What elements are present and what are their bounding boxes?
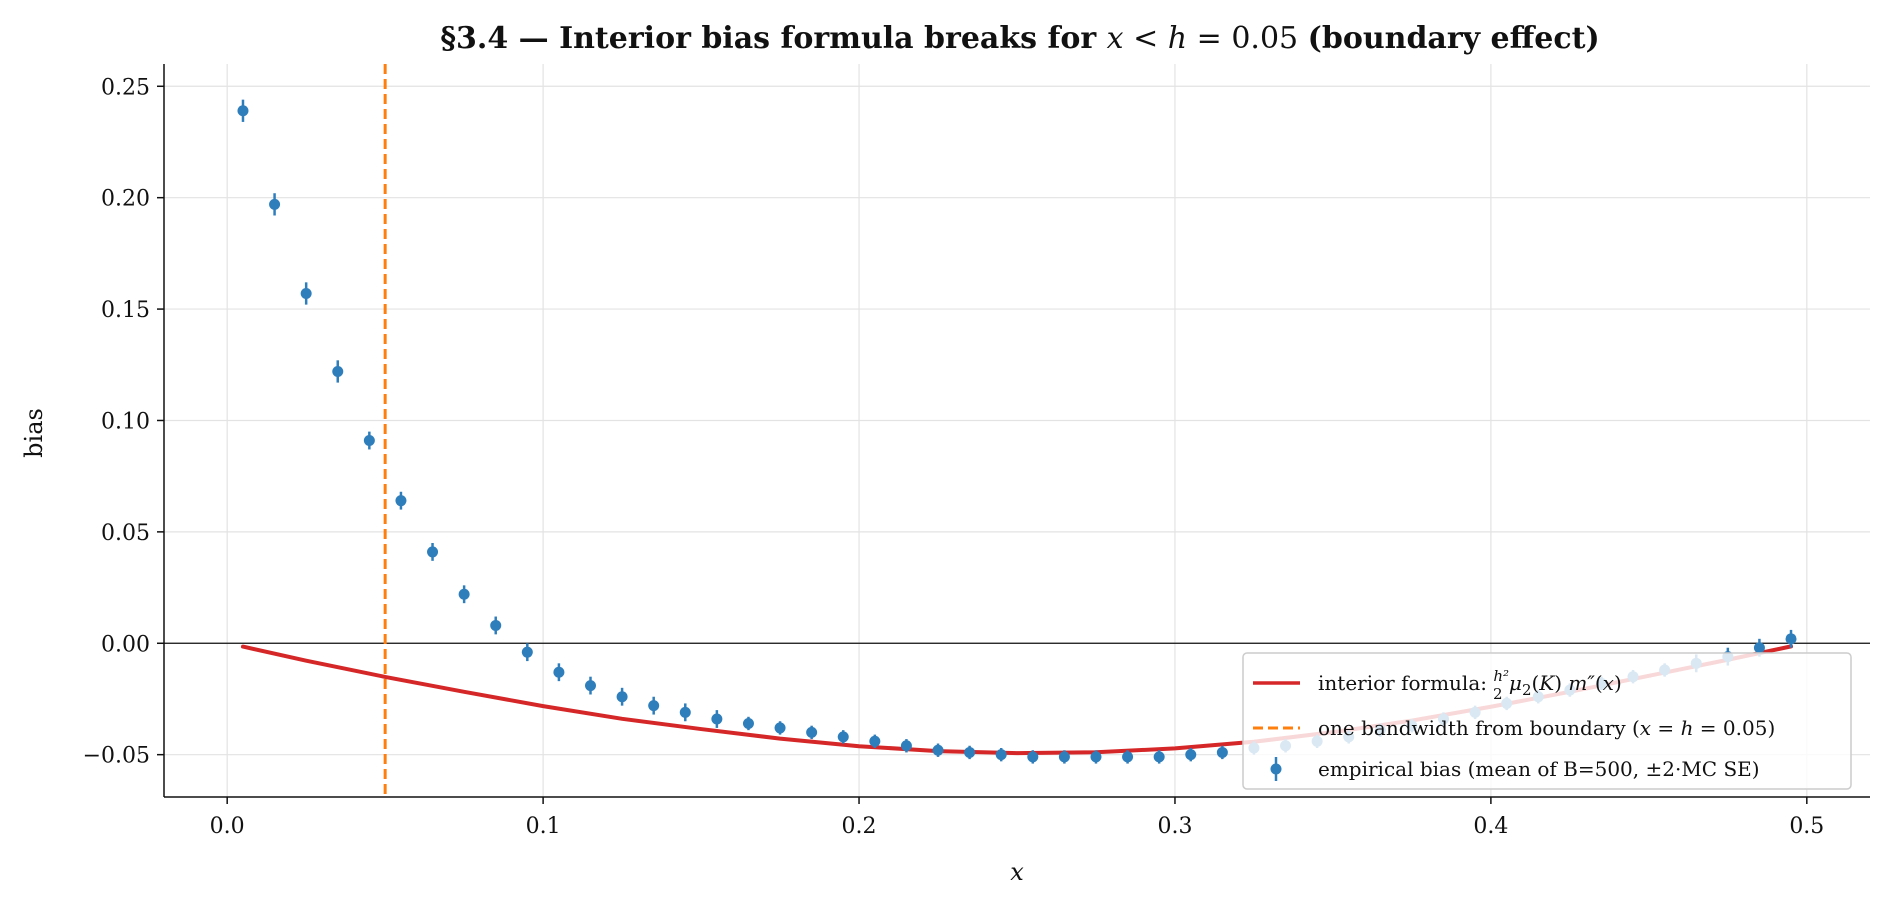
empirical-point-15	[711, 713, 723, 725]
legend-formula-rest: (	[1531, 671, 1539, 695]
empirical-point-25	[1027, 751, 1039, 763]
y-tick-label-6: 0.25	[101, 75, 150, 100]
empirical-point-8	[490, 619, 502, 631]
x-tick-label-4: 0.4	[1473, 814, 1508, 839]
empirical-point-28	[1122, 751, 1134, 763]
x-tick-label-1: 0.1	[526, 814, 561, 839]
chart-title-math: x	[1107, 21, 1124, 56]
y-tick-label-3: 0.10	[101, 409, 150, 434]
axes	[163, 64, 1870, 798]
grid-lines	[164, 64, 1870, 797]
chart-title-math-rest: <	[1124, 21, 1168, 56]
empirical-point-11	[585, 680, 596, 692]
empirical-point-30	[1185, 749, 1197, 761]
legend-box	[1242, 652, 1852, 790]
x-tick-label-0: 0.0	[210, 814, 245, 839]
empirical-point-4	[363, 435, 375, 447]
empirical-point-23	[964, 746, 976, 758]
empirical-point-7	[458, 588, 470, 600]
legend: interior formula: h² 2 μ2(K) m″(x) one ba…	[1242, 652, 1852, 790]
empirical-point-2	[300, 287, 312, 299]
empirical-point-48	[1753, 642, 1765, 654]
y-tick-label-1: 0.00	[101, 632, 150, 657]
legend-empirical-label: empirical bias (mean of B=500, ±2·MC SE)	[1318, 757, 1760, 781]
x-tick-label-5: 0.5	[1789, 814, 1824, 839]
empirical-point-17	[774, 722, 786, 734]
chart-title-math-value: = 0.05	[1187, 21, 1308, 56]
empirical-point-19	[837, 731, 849, 743]
x-tick-label-2: 0.2	[842, 814, 877, 839]
chart-title-part-1: §3.4 — Interior bias formula breaks for	[440, 21, 1106, 56]
empirical-point-24	[995, 749, 1007, 761]
chart-title: §3.4 — Interior bias formula breaks for …	[440, 21, 1599, 56]
legend-formula-rest-2: )	[1554, 671, 1568, 695]
empirical-point-10	[553, 666, 565, 678]
empirical-point-27	[1090, 751, 1102, 763]
chart-title-part-2: (boundary effect)	[1308, 21, 1600, 56]
y-tick-label-0: −0.05	[83, 744, 150, 769]
legend-bandwidth-eq: =	[1651, 716, 1680, 740]
empirical-point-21	[900, 740, 912, 752]
empirical-point-9	[521, 646, 533, 658]
empirical-point-5	[395, 495, 407, 507]
y-tick-label-2: 0.05	[101, 521, 150, 546]
legend-bandwidth-x: x	[1640, 716, 1651, 740]
empirical-point-6	[427, 546, 439, 558]
empirical-point-13	[648, 700, 660, 712]
legend-bandwidth-label-prefix: one bandwidth from boundary (	[1318, 716, 1640, 740]
legend-formula-label: interior formula: h² 2 μ2(K) m″(x)	[1318, 667, 1622, 703]
empirical-point-29	[1153, 751, 1165, 763]
empirical-point-49	[1785, 633, 1797, 645]
legend-formula-mu: μ	[1503, 671, 1522, 695]
x-axis-label: x	[1010, 858, 1024, 886]
legend-formula-mu-sub: 2	[1522, 681, 1532, 699]
x-tick-label-3: 0.3	[1157, 814, 1192, 839]
legend-formula-frac-den: 2	[1493, 685, 1503, 703]
legend-bandwidth-val: = 0.05)	[1693, 716, 1775, 740]
legend-formula-x: x	[1603, 671, 1614, 695]
empirical-point-18	[806, 726, 818, 738]
y-axis-label: bias	[20, 408, 48, 458]
empirical-point-16	[742, 717, 754, 729]
y-tick-label-4: 0.15	[101, 298, 150, 323]
empirical-point-31	[1216, 746, 1228, 758]
empirical-point-26	[1058, 751, 1070, 763]
legend-empirical-marker	[1270, 763, 1282, 775]
legend-bandwidth-label: one bandwidth from boundary (x = h = 0.0…	[1318, 716, 1775, 740]
empirical-point-3	[332, 365, 344, 377]
empirical-point-20	[869, 735, 881, 747]
legend-formula-k: K	[1538, 671, 1555, 695]
empirical-point-1	[269, 198, 281, 210]
empirical-point-14	[679, 706, 691, 718]
empirical-point-12	[616, 691, 628, 703]
legend-formula-frac-num: h²	[1493, 667, 1509, 685]
legend-formula-rest-3: (	[1595, 671, 1603, 695]
chart-title-math-h: h	[1168, 21, 1187, 56]
legend-formula-rest-4: )	[1614, 671, 1622, 695]
empirical-point-22	[932, 744, 944, 756]
tick-labels: 0.0 0.1 0.2 0.3 0.4 0.5 −0.05 0.00 0.05 0.10 0.15 0…	[83, 75, 1825, 839]
legend-formula-label-prefix: interior formula:	[1318, 671, 1493, 695]
legend-bandwidth-h: h	[1681, 716, 1694, 740]
legend-formula-m: m″	[1568, 671, 1595, 695]
y-tick-label-5: 0.20	[101, 187, 150, 212]
empirical-point-0	[237, 105, 249, 117]
